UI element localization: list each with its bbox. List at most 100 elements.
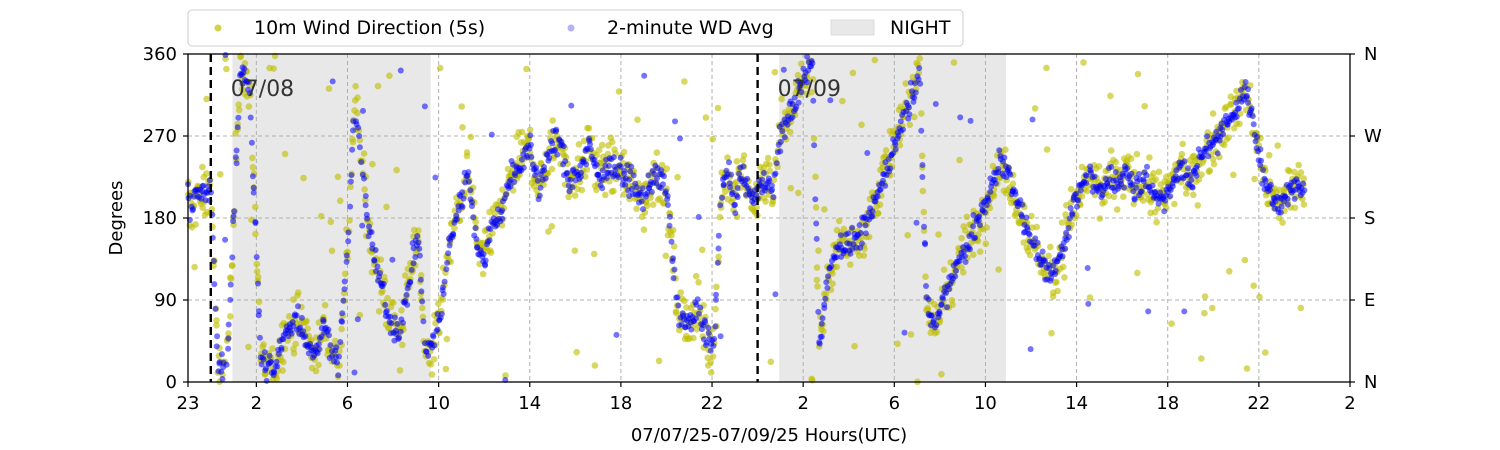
data-point: [710, 342, 717, 349]
data-point: [760, 170, 767, 176]
data-point: [218, 368, 225, 375]
data-point: [858, 121, 865, 129]
data-point: [1084, 265, 1091, 271]
data-point: [882, 182, 889, 189]
data-point: [247, 114, 254, 121]
data-point: [300, 174, 307, 182]
data-point: [713, 296, 719, 303]
data-point: [390, 299, 397, 306]
data-point: [534, 177, 541, 184]
data-point: [797, 60, 805, 68]
data-point: [435, 300, 442, 307]
data-point: [949, 301, 956, 309]
data-point: [1220, 141, 1228, 149]
data-point: [578, 169, 585, 176]
data-point: [343, 252, 350, 259]
data-point: [639, 185, 646, 192]
data-point: [575, 141, 583, 148]
data-point: [1042, 257, 1049, 264]
data-point: [1301, 187, 1308, 194]
data-point: [374, 263, 381, 270]
data-point: [285, 313, 293, 320]
data-point: [599, 167, 606, 174]
data-point: [470, 214, 477, 221]
data-point: [439, 296, 447, 303]
data-point: [664, 193, 671, 199]
data-point: [340, 297, 347, 304]
data-point: [753, 204, 760, 211]
data-point: [919, 187, 927, 195]
data-point: [425, 352, 432, 359]
y-tick-label: 360: [143, 44, 177, 65]
data-point: [967, 246, 973, 253]
data-point: [874, 193, 881, 200]
data-point: [985, 197, 992, 204]
data-point: [1110, 193, 1118, 201]
data-point: [379, 287, 386, 295]
data-point: [651, 171, 658, 177]
data-point: [507, 183, 514, 190]
data-point: [917, 80, 924, 87]
data-point: [450, 230, 457, 237]
data-point: [617, 154, 624, 161]
data-point: [932, 101, 939, 107]
data-point: [255, 298, 263, 306]
data-point: [248, 139, 255, 146]
data-point: [787, 184, 795, 192]
data-point: [329, 78, 336, 85]
data-point: [349, 146, 356, 153]
data-point: [626, 176, 633, 183]
y-tick-label: 180: [143, 208, 177, 229]
data-point: [981, 209, 988, 216]
data-point: [235, 106, 243, 114]
data-point: [595, 146, 603, 154]
data-point: [695, 279, 702, 286]
data-point: [740, 163, 747, 170]
data-point: [864, 150, 871, 156]
data-point: [1027, 346, 1034, 353]
data-point: [627, 168, 634, 175]
data-point: [814, 283, 821, 290]
data-point: [1034, 239, 1041, 246]
data-point: [823, 279, 830, 286]
data-point: [620, 148, 628, 156]
data-point: [249, 163, 257, 171]
data-point: [233, 160, 240, 167]
data-point: [347, 203, 354, 210]
data-point: [1050, 262, 1057, 269]
data-point: [1219, 126, 1226, 133]
data-point: [1279, 219, 1286, 226]
data-point: [258, 361, 265, 368]
data-point: [377, 270, 383, 277]
data-point: [880, 177, 886, 184]
data-point: [786, 128, 794, 136]
data-point: [560, 143, 567, 150]
data-point: [1069, 211, 1076, 218]
data-point: [1258, 157, 1265, 164]
data-point: [1149, 182, 1156, 189]
data-point: [421, 103, 428, 110]
data-point: [812, 204, 820, 211]
data-point: [1199, 153, 1206, 160]
data-point: [271, 369, 278, 376]
data-point: [338, 325, 345, 333]
data-point: [1105, 192, 1113, 200]
data-point: [649, 201, 657, 208]
data-point: [821, 305, 828, 311]
data-point: [808, 88, 815, 96]
data-point: [705, 324, 712, 331]
data-point: [957, 114, 964, 121]
data-point: [615, 174, 622, 181]
data-point: [769, 186, 776, 193]
data-point: [1133, 150, 1141, 158]
data-point: [1262, 177, 1269, 184]
data-point: [1225, 134, 1232, 141]
data-point: [459, 204, 466, 210]
data-point: [591, 157, 598, 163]
data-point: [1183, 190, 1190, 197]
data-point: [334, 173, 342, 181]
data-point: [1053, 278, 1060, 286]
data-point: [1248, 105, 1255, 112]
data-point: [499, 207, 506, 214]
